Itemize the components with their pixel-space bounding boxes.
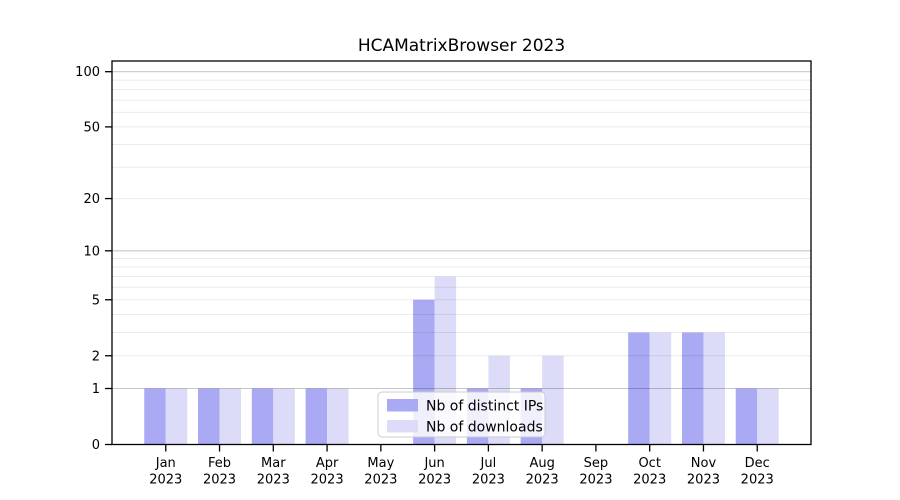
- bar-downloads: [273, 388, 295, 445]
- x-tick-label-month: Aug: [529, 456, 554, 471]
- bar-distinct-ips: [144, 388, 166, 445]
- bar-downloads: [757, 388, 779, 445]
- x-tick-label-year: 2023: [472, 473, 505, 488]
- x-tick-label-month: Sep: [584, 456, 609, 471]
- x-tick-label-month: Mar: [261, 456, 286, 471]
- x-tick-label-year: 2023: [741, 473, 774, 488]
- x-tick-label-month: Jun: [423, 456, 444, 471]
- bars-layer: [144, 276, 779, 445]
- bar-downloads: [219, 388, 242, 445]
- y-tick-label: 5: [92, 293, 100, 308]
- x-tick-label-year: 2023: [311, 473, 344, 488]
- bar-distinct-ips: [305, 388, 328, 445]
- chart-title: HCAMatrixBrowser 2023: [358, 36, 565, 56]
- legend-box: [377, 391, 546, 438]
- y-tick-label: 2: [92, 349, 100, 364]
- y-tick-label: 20: [83, 192, 100, 207]
- x-tick-label-month: Feb: [208, 456, 231, 471]
- y-tick-label: 10: [83, 244, 100, 259]
- x-tick-label-year: 2023: [418, 473, 451, 488]
- x-tick-label-month: Jan: [155, 456, 176, 471]
- legend-label: Nb of distinct IPs: [426, 399, 543, 415]
- x-tick-label-year: 2023: [257, 473, 290, 488]
- x-tick-label-year: 2023: [149, 473, 182, 488]
- x-tick-label-year: 2023: [687, 473, 720, 488]
- legend-swatch: [387, 420, 418, 433]
- legend: Nb of distinct IPs Nb of downloads: [377, 391, 546, 438]
- bar-downloads: [649, 332, 672, 445]
- bar-downloads: [165, 388, 188, 445]
- x-tick-label-month: Jul: [480, 456, 497, 471]
- bar-downloads: [327, 388, 349, 445]
- x-tick-label-month: Nov: [691, 456, 717, 471]
- y-tick-label: 100: [75, 65, 100, 80]
- x-tick-label-month: Oct: [638, 456, 660, 471]
- x-tick-label-year: 2023: [579, 473, 612, 488]
- x-tick-label-year: 2023: [633, 473, 666, 488]
- bar-distinct-ips: [681, 332, 704, 445]
- bar-distinct-ips: [628, 332, 650, 445]
- y-tick-label: 0: [92, 438, 100, 453]
- legend-label: Nb of downloads: [426, 420, 543, 436]
- axis-ticks-and-labels: 0 1 2 5 10 20 50 100 Jan 2023 Feb 2023 Mar 2023 Apr 202…: [75, 65, 774, 487]
- x-tick-label-year: 2023: [203, 473, 236, 488]
- y-tick-label: 1: [92, 382, 100, 397]
- x-tick-label-month: Dec: [745, 456, 770, 471]
- x-tick-label-year: 2023: [526, 473, 559, 488]
- legend-swatch: [387, 399, 418, 412]
- gridlines-layer: [112, 71, 811, 390]
- bar-distinct-ips: [198, 388, 220, 445]
- y-tick-label: 50: [83, 120, 100, 135]
- bar-downloads: [703, 332, 725, 445]
- bar-downloads: [542, 355, 564, 445]
- bar-distinct-ips: [735, 388, 758, 445]
- x-tick-label-year: 2023: [364, 473, 397, 488]
- bar-distinct-ips: [251, 388, 274, 445]
- x-tick-label-month: Apr: [316, 456, 339, 471]
- plot-frame: [111, 60, 812, 446]
- x-tick-label-month: May: [367, 456, 394, 471]
